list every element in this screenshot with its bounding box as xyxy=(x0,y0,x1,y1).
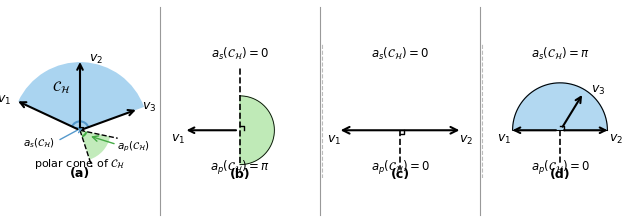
Text: $a_p(\mathcal{C}_{\mathcal{H}})$: $a_p(\mathcal{C}_{\mathcal{H}})$ xyxy=(117,140,150,154)
Polygon shape xyxy=(240,96,275,165)
Text: $a_s(\mathcal{C}_{\mathcal{H}})$: $a_s(\mathcal{C}_{\mathcal{H}})$ xyxy=(22,137,54,150)
Text: $a_p(\mathcal{C}_{\mathcal{H}}) = \pi$: $a_p(\mathcal{C}_{\mathcal{H}}) = \pi$ xyxy=(210,159,270,176)
Text: (c): (c) xyxy=(390,168,410,181)
Text: (d): (d) xyxy=(550,168,570,181)
Wedge shape xyxy=(80,130,110,160)
Text: $a_s(\mathcal{C}_{\mathcal{H}}) = 0$: $a_s(\mathcal{C}_{\mathcal{H}}) = 0$ xyxy=(211,46,269,62)
Text: $v_2$: $v_2$ xyxy=(609,133,623,146)
Text: $a_s(\mathcal{C}_{\mathcal{H}}) = 0$: $a_s(\mathcal{C}_{\mathcal{H}}) = 0$ xyxy=(371,46,429,62)
Text: $v_2$: $v_2$ xyxy=(460,134,474,147)
Text: $v_2$: $v_2$ xyxy=(90,53,104,66)
Text: polar cone of $\mathcal{C}_{\mathcal{H}}$: polar cone of $\mathcal{C}_{\mathcal{H}}… xyxy=(34,157,126,171)
Text: $v_1$: $v_1$ xyxy=(171,133,185,146)
Text: $\mathcal{C}_{\mathcal{H}}$: $\mathcal{C}_{\mathcal{H}}$ xyxy=(52,79,70,96)
Text: (b): (b) xyxy=(230,168,250,181)
Text: $v_3$: $v_3$ xyxy=(591,84,605,97)
Text: $v_1$: $v_1$ xyxy=(497,133,511,146)
Wedge shape xyxy=(18,62,144,130)
Text: $a_p(\mathcal{C}_{\mathcal{H}}) = 0$: $a_p(\mathcal{C}_{\mathcal{H}}) = 0$ xyxy=(531,159,589,176)
Text: $v_1$: $v_1$ xyxy=(0,94,12,107)
Text: (a): (a) xyxy=(70,167,90,180)
Text: $a_p(\mathcal{C}_{\mathcal{H}}) = 0$: $a_p(\mathcal{C}_{\mathcal{H}}) = 0$ xyxy=(371,159,429,176)
Polygon shape xyxy=(513,83,607,130)
Text: $a_s(\mathcal{C}_{\mathcal{H}}) = \pi$: $a_s(\mathcal{C}_{\mathcal{H}}) = \pi$ xyxy=(531,46,589,62)
Text: $v_3$: $v_3$ xyxy=(142,101,157,114)
Text: $v_1$: $v_1$ xyxy=(326,134,340,147)
